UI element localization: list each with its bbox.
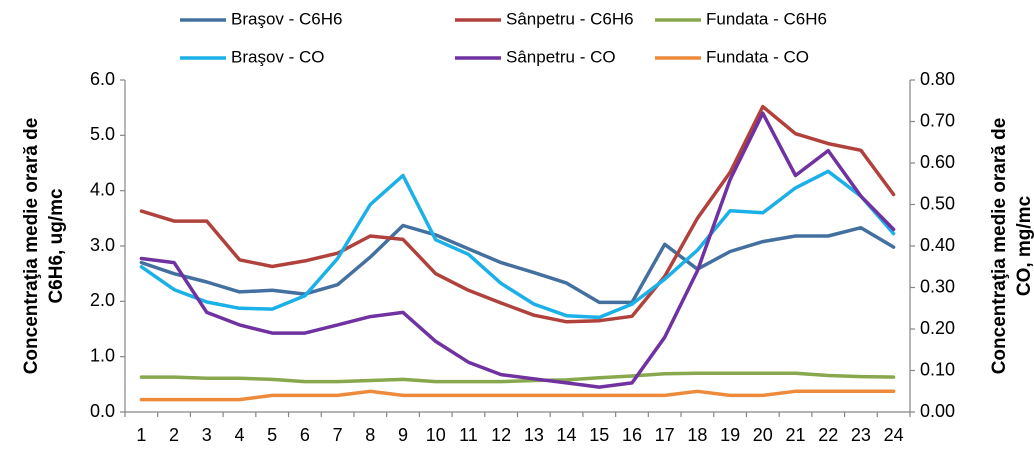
y2-axis-title: CO, mg/mc <box>1014 195 1034 296</box>
x-tick-label: 21 <box>786 425 806 445</box>
legend-label: Sânpetru - C6H6 <box>506 9 634 28</box>
x-tick-label: 8 <box>365 425 375 445</box>
y2-tick-label: 0.50 <box>920 193 955 213</box>
x-tick-label: 18 <box>687 425 707 445</box>
legend-label: Braşov - C6H6 <box>231 9 342 28</box>
legend-label: Sânpetru - CO <box>506 47 616 66</box>
x-tick-label: 5 <box>267 425 277 445</box>
y-axis-title: C6H6, ug/mc <box>46 188 67 304</box>
x-tick-label: 22 <box>818 425 838 445</box>
y2-axis-title: Concentraţia medie orară de <box>989 118 1010 375</box>
x-tick-label: 14 <box>557 425 577 445</box>
x-tick-label: 3 <box>202 425 212 445</box>
series-line <box>139 223 896 305</box>
y-tick-label: 3.0 <box>90 235 115 255</box>
x-tick-label: 2 <box>169 425 179 445</box>
y-tick-label: 4.0 <box>90 179 115 199</box>
y2-tick-label: 0.30 <box>920 276 955 296</box>
x-tick-label: 1 <box>136 425 146 445</box>
x-tick-label: 23 <box>851 425 871 445</box>
x-tick-label: 4 <box>234 425 244 445</box>
x-tick-label: 7 <box>333 425 343 445</box>
y2-tick-label: 0.60 <box>920 152 955 172</box>
x-tick-label: 15 <box>589 425 609 445</box>
series-line <box>139 111 896 389</box>
y2-tick-label: 0.10 <box>920 359 955 379</box>
y2-tick-label: 0.40 <box>920 235 955 255</box>
x-tick-label: 13 <box>524 425 544 445</box>
y-tick-label: 5.0 <box>90 124 115 144</box>
y-axis-title: Concentraţia medie orară de <box>21 118 42 375</box>
y2-tick-label: 0.20 <box>920 318 955 338</box>
legend-label: Braşov - CO <box>231 47 325 66</box>
x-tick-label: 17 <box>655 425 675 445</box>
x-tick-label: 9 <box>398 425 408 445</box>
y2-tick-label: 0.70 <box>920 110 955 130</box>
y-tick-label: 2.0 <box>90 290 115 310</box>
series-line <box>139 169 896 320</box>
x-tick-label: 11 <box>459 425 478 445</box>
x-tick-label: 19 <box>720 425 740 445</box>
y2-tick-label: 0.00 <box>920 401 955 421</box>
legend-label: Fundata - CO <box>706 47 809 66</box>
x-tick-label: 12 <box>491 425 511 445</box>
x-tick-label: 20 <box>753 425 773 445</box>
x-tick-label: 10 <box>426 425 446 445</box>
legend-label: Fundata - C6H6 <box>706 9 827 28</box>
y-tick-label: 6.0 <box>90 69 115 89</box>
series-line <box>139 371 896 384</box>
y-tick-label: 0.0 <box>90 401 115 421</box>
series-line <box>139 104 896 324</box>
x-tick-label: 24 <box>884 425 904 445</box>
y2-tick-label: 0.80 <box>920 69 955 89</box>
y-tick-label: 1.0 <box>90 345 115 365</box>
x-tick-label: 6 <box>300 425 310 445</box>
series-line <box>139 389 896 402</box>
x-tick-label: 16 <box>622 425 642 445</box>
